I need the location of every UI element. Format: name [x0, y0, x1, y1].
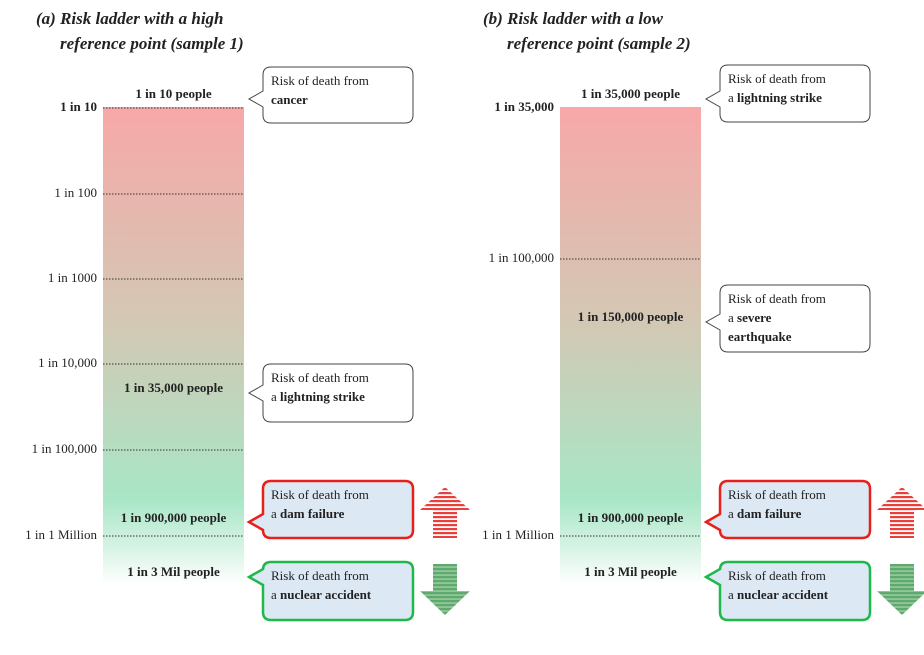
- point-label: 1 in 3 Mil people: [584, 564, 677, 579]
- callout-segment: a: [728, 506, 737, 521]
- panel-title: (b) Risk ladder with a low: [483, 9, 664, 28]
- callout-segment: cancer: [271, 92, 308, 107]
- callout-segment: nuclear accident: [737, 587, 829, 602]
- up-arrow: [420, 487, 470, 538]
- callout-text: Risk of death from: [271, 370, 369, 385]
- callout-segment: a: [728, 310, 737, 325]
- callout-segment: severe: [737, 310, 772, 325]
- callout-segment: a: [271, 587, 280, 602]
- callout-segment: Risk of death from: [271, 487, 369, 502]
- tick-label: 1 in 35,000: [494, 99, 554, 114]
- tick-label: 1 in 1 Million: [25, 527, 97, 542]
- callout-text: a lightning strike: [271, 389, 365, 404]
- callout-segment: lightning strike: [737, 90, 822, 105]
- tick-label: 1 in 10: [60, 99, 97, 114]
- callout-segment: lightning strike: [280, 389, 365, 404]
- callout-segment: Risk of death from: [728, 71, 826, 86]
- callout-text: earthquake: [728, 329, 792, 344]
- callout-text: Risk of death from: [271, 568, 369, 583]
- callout-text: a dam failure: [271, 506, 345, 521]
- point-label: 1 in 900,000 people: [121, 510, 227, 525]
- callout-text: a severe: [728, 310, 772, 325]
- callout-text: Risk of death from: [728, 291, 826, 306]
- panel-title: reference point (sample 2): [507, 34, 691, 53]
- point-label: 1 in 35,000 people: [581, 86, 680, 101]
- callout-segment: Risk of death from: [271, 73, 369, 88]
- tick-label: 1 in 1 Million: [482, 527, 554, 542]
- callout-text: Risk of death from: [728, 487, 826, 502]
- ladder-bar: [103, 107, 244, 585]
- point-label: 1 in 10 people: [135, 86, 211, 101]
- ladder-bar: [560, 107, 701, 585]
- callout-segment: a: [271, 389, 280, 404]
- panel: (a) Risk ladder with a high reference poi…: [25, 9, 470, 622]
- callout-text: Risk of death from: [728, 568, 826, 583]
- point-label: 1 in 3 Mil people: [127, 564, 220, 579]
- point-label: 1 in 150,000 people: [578, 309, 684, 324]
- point-label: 1 in 900,000 people: [578, 510, 684, 525]
- tick-label: 1 in 100,000: [489, 250, 554, 265]
- callout-text: Risk of death from: [271, 487, 369, 502]
- callout-box: [704, 64, 871, 123]
- panel-title: (a) Risk ladder with a high: [36, 9, 224, 28]
- tick-label: 1 in 100: [54, 185, 97, 200]
- callout-box: [247, 66, 414, 124]
- callout-box: [703, 479, 872, 540]
- callout-segment: Risk of death from: [271, 370, 369, 385]
- callout-segment: Risk of death from: [728, 291, 826, 306]
- down-arrow: [877, 564, 924, 615]
- tick-label: 1 in 10,000: [38, 355, 97, 370]
- callout-text: Risk of death from: [271, 73, 369, 88]
- callout-segment: a: [728, 587, 737, 602]
- point-label: 1 in 35,000 people: [124, 380, 223, 395]
- tick-label: 1 in 1000: [48, 270, 97, 285]
- tick-label: 1 in 100,000: [32, 441, 97, 456]
- callout-box: [247, 363, 414, 423]
- up-arrow: [877, 487, 924, 538]
- callout-segment: Risk of death from: [728, 568, 826, 583]
- callout-text: a lightning strike: [728, 90, 822, 105]
- callout-text: a nuclear accident: [271, 587, 372, 602]
- callout-text: a nuclear accident: [728, 587, 829, 602]
- callout-segment: Risk of death from: [271, 568, 369, 583]
- callout-segment: dam failure: [280, 506, 345, 521]
- callout-box: [246, 479, 415, 540]
- callout-text: a dam failure: [728, 506, 802, 521]
- callout-segment: earthquake: [728, 329, 792, 344]
- down-arrow: [420, 564, 470, 615]
- callout-box: [246, 560, 415, 622]
- callout-box: [703, 560, 872, 622]
- callout-text: cancer: [271, 92, 308, 107]
- callout-box: [704, 284, 871, 353]
- panel: (b) Risk ladder with a low reference poin…: [482, 9, 924, 622]
- callout-text: Risk of death from: [728, 71, 826, 86]
- panel-title: reference point (sample 1): [60, 34, 244, 53]
- callout-segment: Risk of death from: [728, 487, 826, 502]
- callout-segment: a: [728, 90, 737, 105]
- callout-segment: nuclear accident: [280, 587, 372, 602]
- callout-segment: a: [271, 506, 280, 521]
- callout-segment: dam failure: [737, 506, 802, 521]
